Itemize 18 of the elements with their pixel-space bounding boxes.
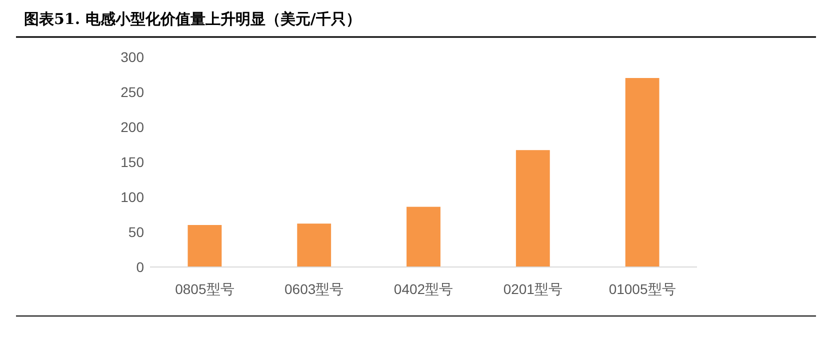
bar <box>406 206 440 267</box>
bar <box>297 224 332 267</box>
y-tick-label: 300 <box>120 49 144 65</box>
y-tick-label: 0 <box>136 259 144 275</box>
y-tick-label: 200 <box>120 119 144 135</box>
x-tick-label: 0603型号 <box>284 281 344 297</box>
x-tick-label: 0402型号 <box>394 281 454 297</box>
y-tick-label: 50 <box>128 224 144 240</box>
y-tick-label: 100 <box>120 189 144 205</box>
chart-title: 图表51. 电感小型化价值量上升明显（美元/千只） <box>24 10 361 28</box>
y-tick-label: 150 <box>120 154 144 170</box>
bar <box>516 150 550 267</box>
bar <box>625 78 660 267</box>
x-tick-label: 0201型号 <box>503 281 562 297</box>
y-tick-label: 250 <box>120 84 144 100</box>
bar <box>188 225 222 267</box>
x-tick-label: 01005型号 <box>608 281 676 297</box>
x-tick-label: 0805型号 <box>175 281 234 297</box>
